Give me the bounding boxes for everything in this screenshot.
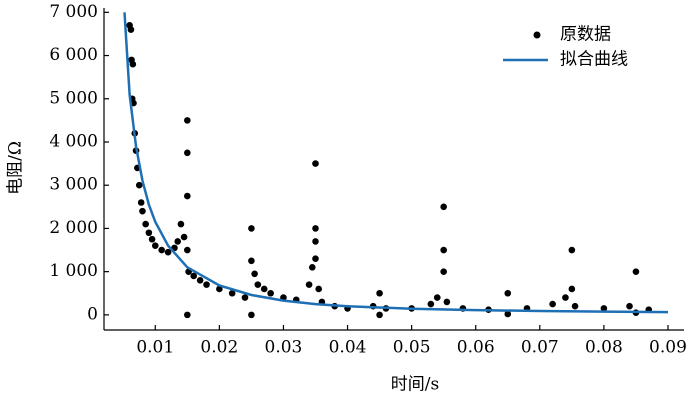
x-tick-label: 0.09: [649, 338, 687, 358]
data-point: [376, 289, 383, 297]
data-point: [184, 246, 191, 254]
legend-label: 拟合曲线: [560, 50, 628, 70]
data-point: [568, 246, 576, 254]
data-point: [196, 276, 204, 284]
data-point: [260, 285, 268, 293]
data-point: [315, 285, 322, 293]
data-point: [443, 298, 451, 306]
y-tick-label: 5 000: [49, 88, 98, 108]
data-point: [184, 311, 191, 319]
data-point: [142, 220, 149, 228]
data-point: [632, 268, 640, 275]
data-point: [549, 300, 556, 308]
data-point: [433, 294, 441, 301]
y-tick-label: 0: [87, 304, 98, 324]
y-tick-label: 7 000: [49, 2, 98, 22]
x-tick-label: 0.07: [521, 338, 559, 358]
data-point: [151, 242, 159, 250]
data-point: [216, 285, 223, 293]
x-tick-label: 0.06: [457, 338, 495, 358]
data-point: [312, 255, 319, 262]
fit-line: [123, 12, 669, 314]
data-point: [137, 199, 145, 206]
data-point: [600, 305, 608, 312]
x-tick-label: 0.02: [200, 338, 238, 358]
x-tick-label: 0.01: [136, 338, 174, 358]
data-point: [184, 117, 191, 124]
data-point: [129, 60, 137, 68]
legend-label: 原数据: [560, 25, 611, 45]
y-tick-label: 4 000: [49, 131, 98, 151]
data-point: [248, 225, 255, 232]
data-point: [139, 207, 146, 215]
x-tick-label: 0.03: [265, 338, 303, 358]
data-point: [241, 294, 249, 301]
data-point: [305, 281, 313, 288]
x-tick-label: 0.05: [393, 338, 431, 358]
x-axis-label: 时间/s: [391, 375, 439, 395]
data-point: [312, 225, 319, 232]
data-point: [562, 294, 569, 301]
data-point: [190, 272, 198, 280]
data-point: [312, 160, 319, 167]
y-tick-label: 1 000: [49, 261, 98, 281]
data-point: [145, 229, 153, 237]
data-point: [203, 281, 210, 288]
data-point: [626, 302, 633, 310]
data-point: [158, 246, 165, 254]
data-point: [267, 289, 274, 297]
data-point: [571, 302, 579, 310]
y-tick-label: 6 000: [49, 45, 98, 65]
data-point: [184, 149, 191, 157]
data-point: [308, 264, 316, 271]
data-point: [135, 181, 143, 189]
y-axis-label: 电阻/Ω: [6, 141, 26, 195]
data-point: [504, 310, 512, 318]
y-tick-label: 2 000: [49, 218, 98, 238]
data-point: [248, 257, 255, 265]
data-point: [440, 203, 447, 211]
x-tick-label: 0.04: [329, 338, 367, 358]
data-point: [568, 285, 576, 293]
data-point: [376, 311, 383, 319]
data-point: [228, 289, 236, 297]
data-point: [440, 246, 447, 254]
data-point: [127, 26, 135, 33]
data-point: [148, 235, 156, 243]
data-point: [427, 300, 435, 308]
data-point: [251, 270, 258, 278]
data-point: [254, 281, 262, 288]
data-point: [312, 238, 319, 245]
legend-marker: [533, 31, 541, 39]
y-tick-label: 3 000: [49, 175, 98, 195]
data-point: [164, 248, 172, 256]
data-point: [177, 220, 185, 228]
data-point: [248, 311, 255, 319]
data-point: [180, 233, 188, 241]
data-point: [174, 238, 182, 245]
data-point: [440, 268, 447, 275]
data-point: [504, 289, 512, 297]
data-point: [184, 192, 191, 200]
x-tick-label: 0.08: [585, 338, 623, 358]
